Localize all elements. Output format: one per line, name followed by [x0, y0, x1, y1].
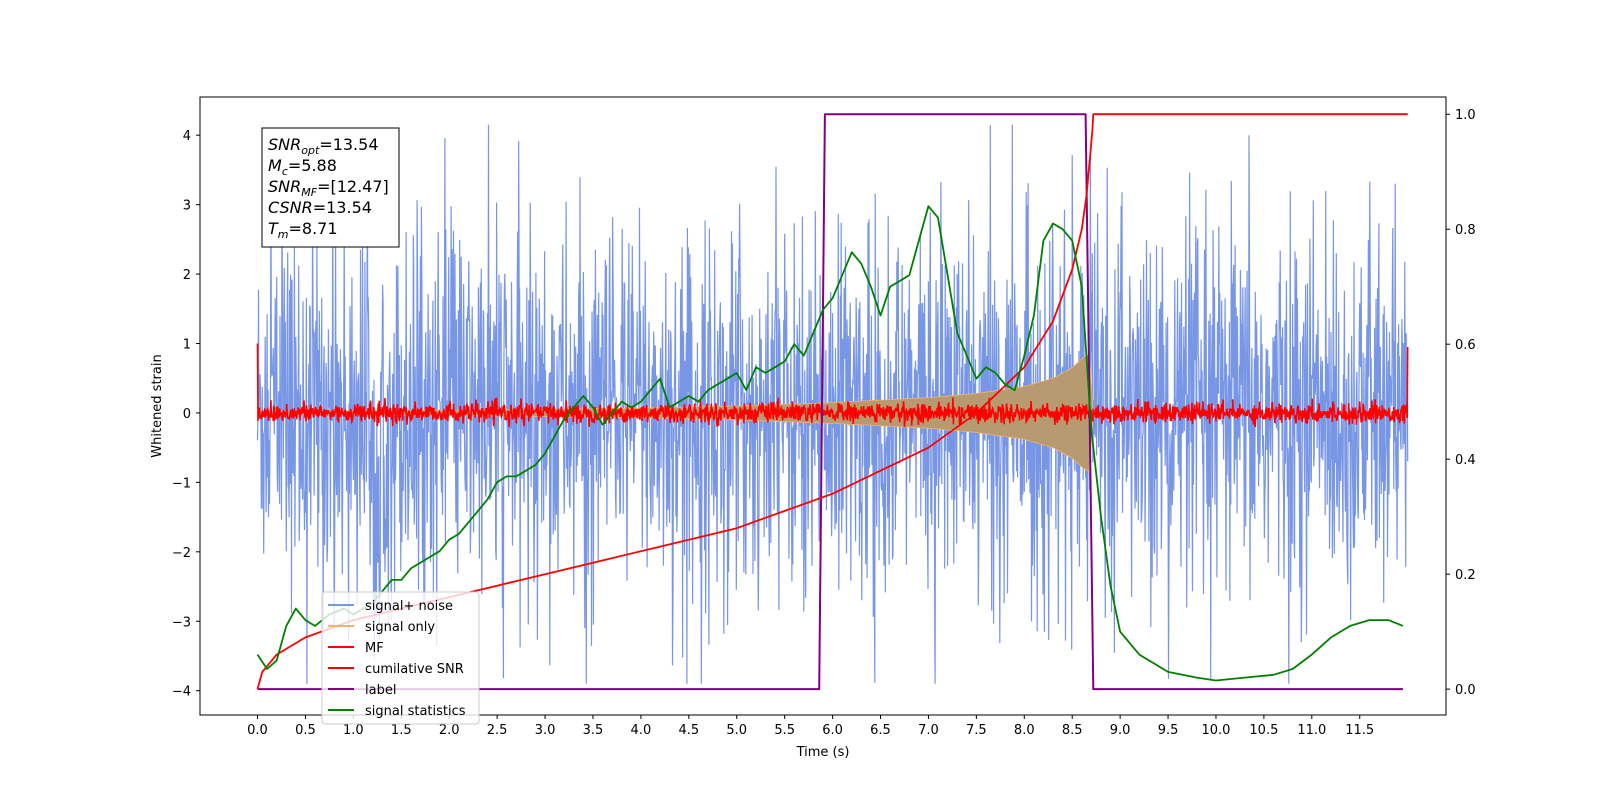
x-tick-label: 6.5: [870, 723, 891, 738]
x-tick-label: 4.5: [678, 723, 699, 738]
series-label-line: [257, 113, 1403, 691]
axes-frame: [199, 96, 1447, 716]
legend: signal+ noise signal only MF cumilative SNR…: [321, 591, 480, 725]
legend-entry: label: [365, 683, 396, 698]
x-tick-label: 0.5: [295, 723, 316, 738]
x-tick-label: 1.5: [391, 723, 412, 738]
x-tick-label: 10.0: [1201, 723, 1230, 738]
y-tick-label: 2: [183, 268, 191, 283]
annotation-line: SNRopt=13.54: [268, 135, 379, 157]
x-tick-label: 7.5: [966, 723, 987, 738]
x-tick-label: 3.0: [535, 723, 556, 738]
y-tick-label: 1: [183, 338, 191, 353]
y2-tick-label: 0.6: [1455, 338, 1476, 353]
x-tick-label: 0.0: [247, 723, 268, 738]
y2-tick-label: 0.8: [1455, 223, 1476, 238]
y-tick-label: 0: [183, 407, 191, 422]
annotation-line: CSNR=13.54: [268, 198, 372, 217]
series-mf-line: [256, 343, 1409, 427]
x-tick-label: 7.0: [918, 723, 939, 738]
legend-entry: signal only: [365, 620, 435, 635]
x-tick-label: 2.0: [439, 723, 460, 738]
x-tick-label: 4.0: [631, 723, 652, 738]
x-tick-label: 1.0: [343, 723, 364, 738]
x-tick-label: 11.0: [1297, 723, 1326, 738]
x-tick-label: 11.5: [1345, 723, 1374, 738]
y-tick-label: 4: [183, 129, 191, 144]
y-tick-label: −3: [172, 615, 191, 630]
annotation-line: SNRMF=[12.47]: [268, 177, 389, 199]
legend-entry: signal+ noise: [365, 599, 453, 614]
y2-tick-label: 0.4: [1455, 453, 1476, 468]
x-tick-label: 8.5: [1062, 723, 1083, 738]
annotation-frame: [261, 127, 400, 248]
series-signal-statistics-line: [256, 205, 1404, 682]
x-tick-label: 6.0: [822, 723, 843, 738]
x-tick-label: 5.5: [774, 723, 795, 738]
legend-entry: signal statistics: [365, 704, 466, 719]
y2-tick-label: 1.0: [1455, 108, 1476, 123]
x-tick-label: 8.0: [1014, 723, 1035, 738]
x-tick-label: 2.5: [487, 723, 508, 738]
annotation-line: Mc=5.88: [268, 156, 337, 178]
y2-tick-label: 0.2: [1455, 568, 1476, 583]
x-tick-label: 9.0: [1110, 723, 1131, 738]
y-tick-label: 3: [183, 199, 191, 214]
y-axis-label: Whitened strain: [150, 354, 165, 457]
x-tick-label: 10.5: [1249, 723, 1278, 738]
annotation-line: Tm=8.71: [268, 219, 338, 241]
legend-frame: [321, 591, 480, 725]
x-tick-label: 3.5: [583, 723, 604, 738]
y-tick-label: −2: [172, 546, 191, 561]
y2-tick-label: 0.0: [1455, 683, 1476, 698]
y-tick-label: −4: [172, 685, 191, 700]
legend-entry: MF: [365, 641, 384, 656]
axis-ticks: 0.0 0.5 1.0 1.5 2.0 2.5 3.0 3.5 4.0 4.5 5.0 5.5 6.0 6…: [172, 108, 1476, 738]
x-tick-label: 5.0: [726, 723, 747, 738]
legend-entry: cumilative SNR: [365, 662, 464, 677]
plot-area: [256, 113, 1409, 691]
x-axis-label: Time (s): [796, 745, 850, 760]
annotation-box: SNRopt=13.54Mc=5.88SNRMF=[12.47]CSNR=13.…: [261, 127, 400, 248]
x-tick-label: 9.5: [1158, 723, 1179, 738]
y-tick-label: −1: [172, 476, 191, 491]
